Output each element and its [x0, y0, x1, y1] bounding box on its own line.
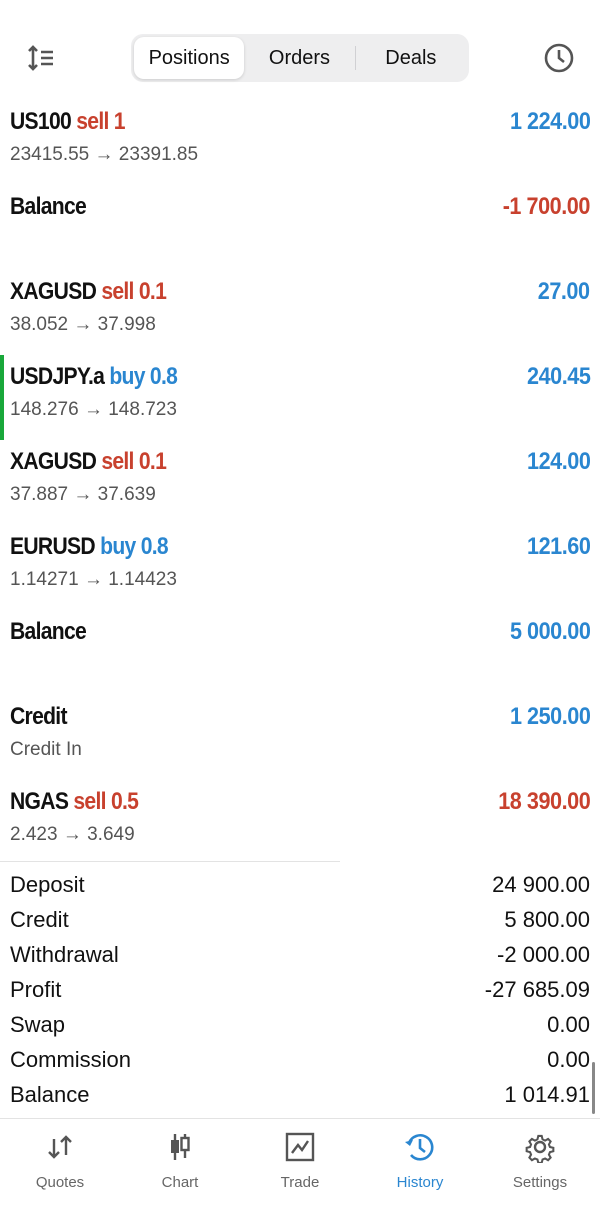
summary-row: Profit -27 685.09: [0, 973, 600, 1008]
history-row[interactable]: EURUSD buy 0.8 1.14271 → 1.14423 121.60: [0, 525, 600, 610]
clock-icon[interactable]: [543, 42, 575, 74]
price-change: 2.423 → 3.649: [10, 824, 135, 845]
summary-row: Swap 0.00: [0, 1008, 600, 1043]
bottom-nav: Quotes Chart Trade History Settings: [0, 1118, 600, 1211]
nav-trade[interactable]: Trade: [240, 1119, 360, 1212]
symbol: EURUSD: [10, 533, 96, 560]
history-row[interactable]: Balance -1 700.00: [0, 185, 600, 270]
summary-label: Withdrawal: [10, 942, 119, 967]
summary-value: -27 685.09: [484, 977, 590, 1002]
profit-value: 1 224.00: [509, 108, 591, 135]
price-change: Credit In: [10, 739, 82, 760]
nav-label: Chart: [161, 1174, 199, 1191]
deal-type: buy 0.8: [109, 363, 178, 390]
history-segmented-control: Positions Orders Deals: [131, 34, 469, 82]
nav-chart[interactable]: Chart: [120, 1119, 240, 1212]
price-change: 37.887 → 37.639: [10, 484, 156, 505]
price-change: 23415.55 → 23391.85: [10, 144, 199, 165]
sort-icon[interactable]: [26, 44, 58, 72]
gear-icon: [525, 1134, 555, 1163]
deal-type: sell 0.1: [101, 448, 167, 475]
row-title: Balance: [10, 618, 87, 646]
nav-history[interactable]: History: [360, 1119, 480, 1212]
row-title: Credit: [10, 703, 68, 731]
deal-type: sell 1: [76, 108, 125, 135]
history-row[interactable]: NGAS sell 0.5 2.423 → 3.649 18 390.00: [0, 780, 600, 865]
row-title: US100 sell 1: [10, 108, 126, 136]
profit-value: 124.00: [526, 448, 591, 475]
symbol: NGAS: [10, 788, 69, 815]
profit-value: 5 000.00: [509, 618, 591, 645]
summary-row: Withdrawal -2 000.00: [0, 938, 600, 973]
tab-positions[interactable]: Positions: [134, 37, 245, 79]
profit-value: 27.00: [538, 278, 590, 305]
symbol: USDJPY.a: [10, 363, 105, 390]
divider: [0, 861, 340, 862]
symbol: US100: [10, 108, 72, 135]
summary-value: -2 000.00: [497, 942, 590, 967]
history-row[interactable]: Balance 5 000.00: [0, 610, 600, 695]
symbol: XAGUSD: [10, 448, 97, 475]
tab-deals[interactable]: Deals: [385, 46, 437, 69]
summary-label: Deposit: [10, 872, 85, 897]
selected-marker: [0, 355, 4, 440]
summary-row: Credit 5 800.00: [0, 903, 600, 938]
deal-type: sell 0.5: [73, 788, 139, 815]
row-title: USDJPY.a buy 0.8: [10, 363, 178, 391]
summary-label: Commission: [10, 1047, 132, 1072]
row-title: NGAS sell 0.5: [10, 788, 139, 816]
summary-label: Swap: [10, 1012, 66, 1037]
history-icon: [405, 1134, 434, 1161]
row-title: EURUSD buy 0.8: [10, 533, 169, 561]
history-row[interactable]: US100 sell 1 23415.55 → 23391.85 1 224.0…: [0, 100, 600, 185]
price-change: 1.14271 → 1.14423: [10, 569, 177, 590]
profit-value: 121.60: [526, 533, 591, 560]
nav-label: Quotes: [35, 1174, 85, 1191]
summary-value: 0.00: [547, 1012, 590, 1037]
symbol: Credit: [10, 703, 68, 730]
nav-label: Settings: [512, 1174, 568, 1191]
price-change: 38.052 → 37.998: [10, 314, 156, 335]
segment-divider: [354, 46, 356, 70]
nav-label: Trade: [280, 1174, 320, 1191]
summary-row: Balance 1 014.91: [0, 1078, 600, 1113]
history-row[interactable]: XAGUSD sell 0.1 38.052 → 37.998 27.00: [0, 270, 600, 355]
summary-label: Credit: [10, 907, 69, 932]
trade-icon: [285, 1132, 315, 1162]
summary-label: Profit: [10, 977, 62, 1002]
profit-value: 18 390.00: [497, 788, 591, 815]
symbol: XAGUSD: [10, 278, 97, 305]
price-change: 148.276 → 148.723: [10, 399, 177, 420]
summary-value: 1 014.91: [504, 1082, 590, 1107]
deal-type: sell 0.1: [101, 278, 167, 305]
tab-orders[interactable]: Orders: [268, 46, 331, 69]
chart-icon: [171, 1134, 190, 1160]
top-bar: Positions Orders Deals: [0, 34, 600, 82]
symbol: Balance: [10, 618, 87, 645]
nav-quotes[interactable]: Quotes: [0, 1119, 120, 1212]
row-title: Balance: [10, 193, 87, 221]
summary-value: 5 800.00: [504, 907, 590, 932]
profit-value: -1 700.00: [502, 193, 591, 220]
profit-value: 240.45: [526, 363, 591, 390]
row-title: XAGUSD sell 0.1: [10, 448, 167, 476]
summary-value: 0.00: [547, 1047, 590, 1072]
summary-row: Commission 0.00: [0, 1043, 600, 1078]
quotes-icon: [48, 1135, 72, 1159]
deal-type: buy 0.8: [100, 533, 169, 560]
history-row[interactable]: Credit Credit In 1 250.00: [0, 695, 600, 780]
nav-settings[interactable]: Settings: [480, 1119, 600, 1212]
summary-value: 24 900.00: [492, 872, 590, 897]
scrollbar[interactable]: [592, 1062, 595, 1114]
row-title: XAGUSD sell 0.1: [10, 278, 167, 306]
history-row[interactable]: USDJPY.a buy 0.8 148.276 → 148.723 240.4…: [0, 355, 600, 440]
profit-value: 1 250.00: [509, 703, 591, 730]
symbol: Balance: [10, 193, 87, 220]
summary-label: Balance: [10, 1082, 90, 1107]
summary-row: Deposit 24 900.00: [0, 868, 600, 903]
nav-label: History: [396, 1174, 444, 1191]
history-row[interactable]: XAGUSD sell 0.1 37.887 → 37.639 124.00: [0, 440, 600, 525]
